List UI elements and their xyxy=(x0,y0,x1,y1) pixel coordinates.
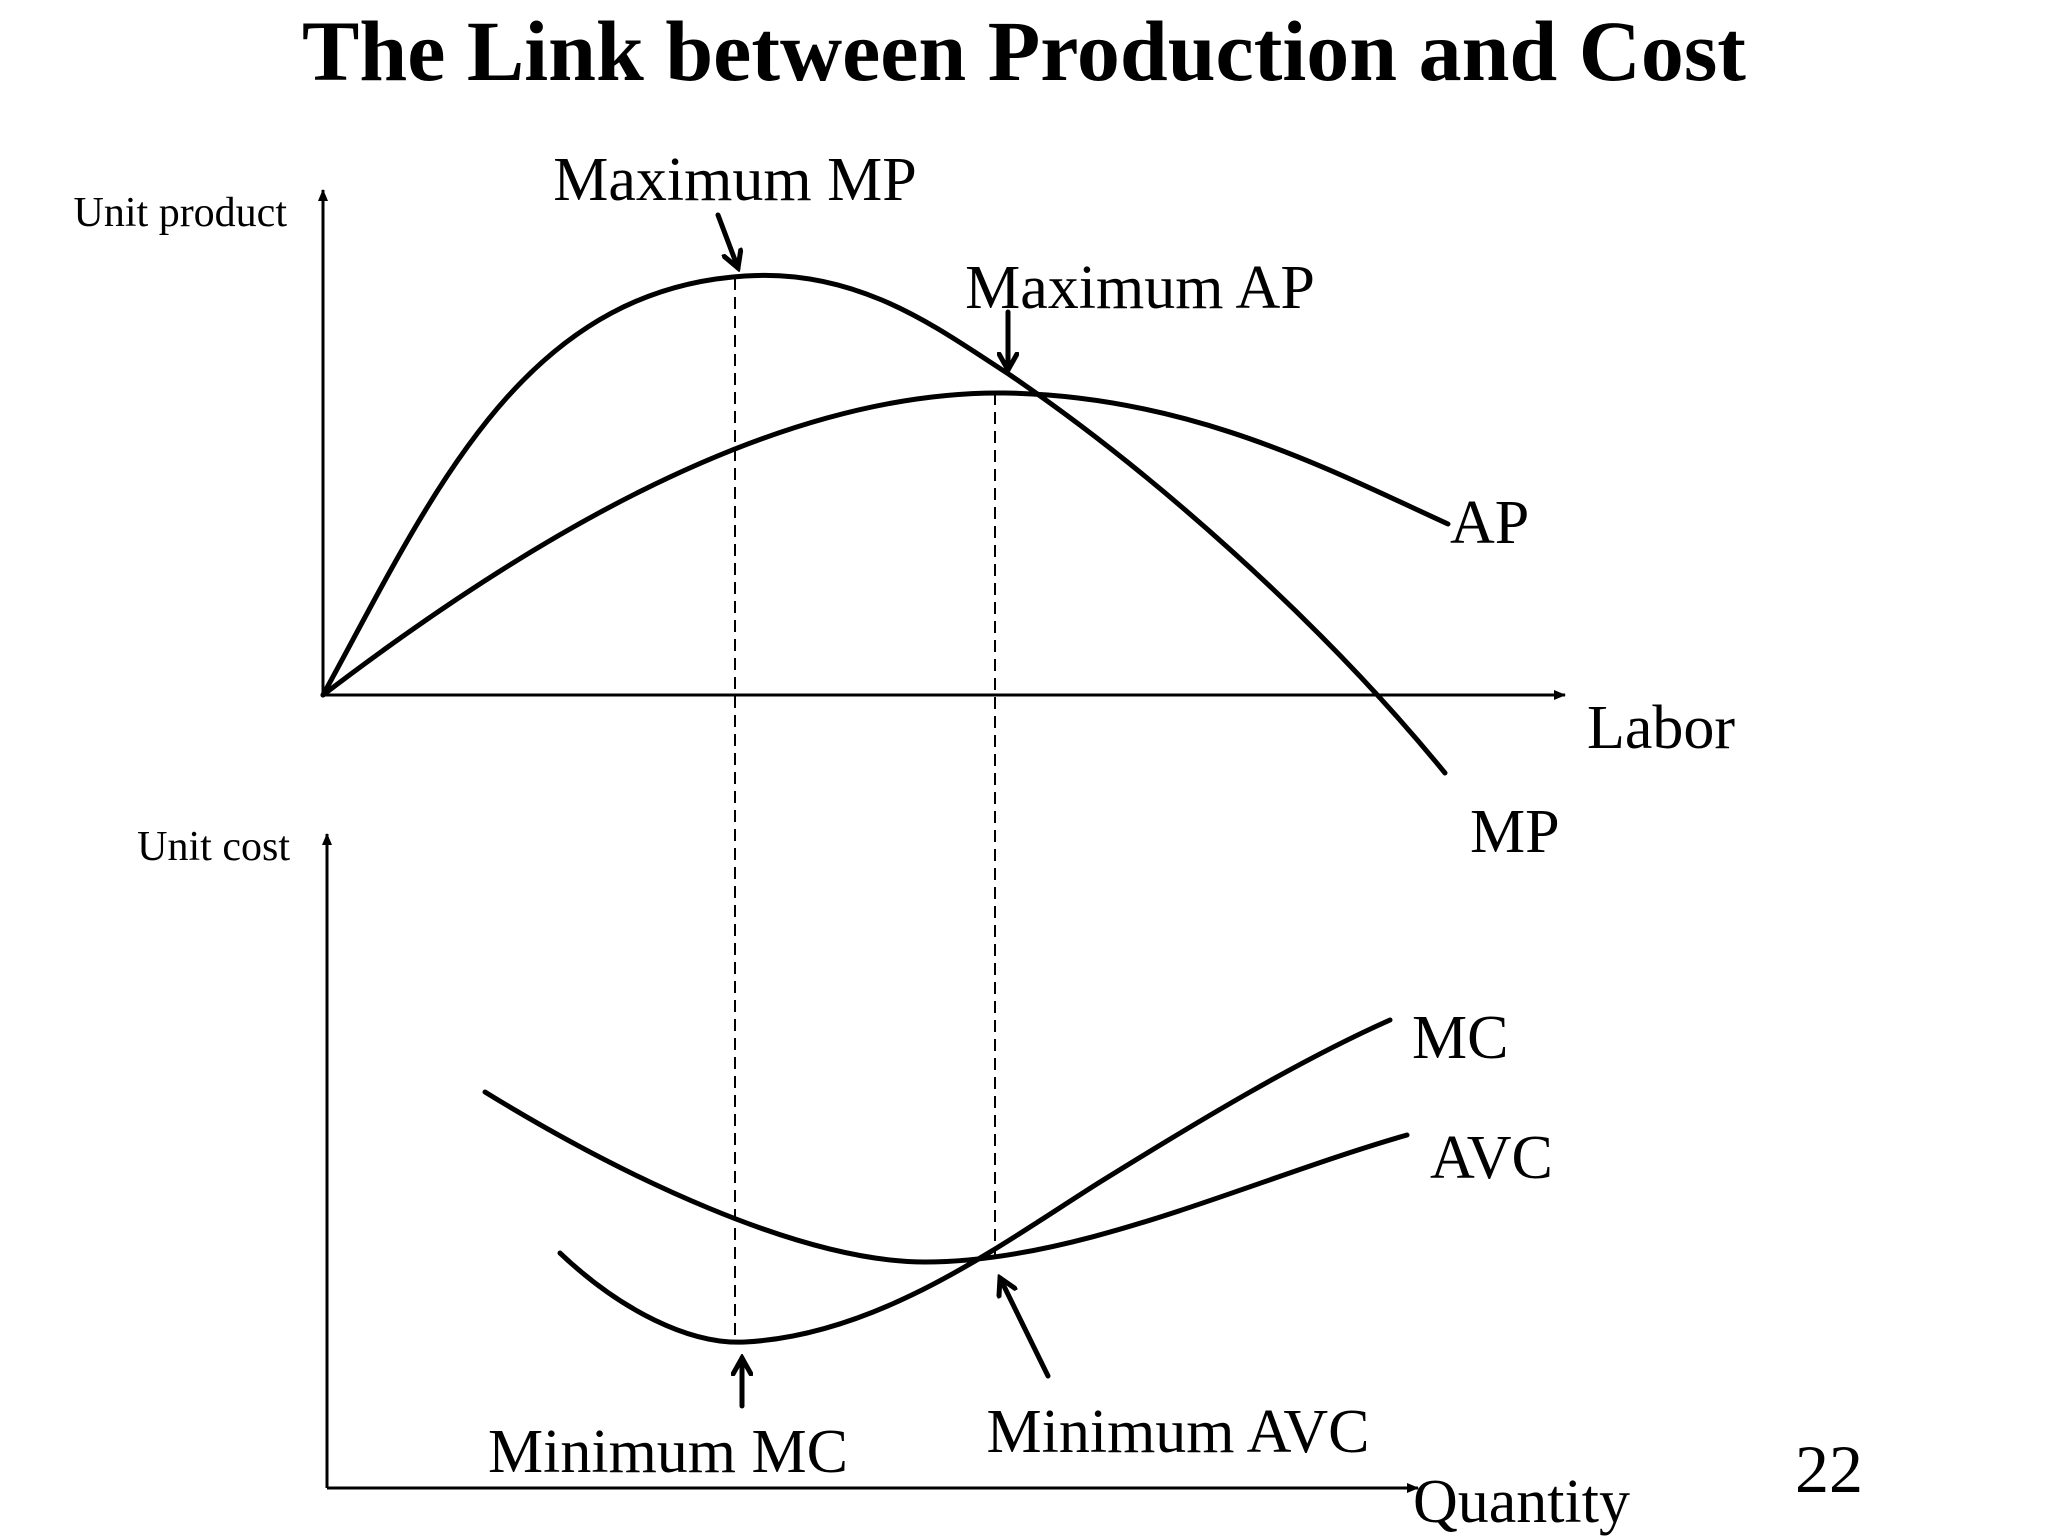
bottom-x-axis-label: Quantity xyxy=(1413,1468,1630,1536)
top-panel: Unit product Labor MP AP Maximum MP Maxi… xyxy=(74,146,1736,866)
page-number: 22 xyxy=(1795,1431,1863,1507)
slide-title: The Link between Production and Cost xyxy=(302,3,1746,99)
mp-curve-label: MP xyxy=(1470,798,1560,866)
bottom-y-axis-label: Unit cost xyxy=(137,824,290,870)
min-avc-pointer xyxy=(1000,1278,1051,1379)
max-ap-annotation: Maximum AP xyxy=(965,254,1315,322)
max-mp-annotation: Maximum MP xyxy=(553,146,916,214)
top-x-axis-label: Labor xyxy=(1587,694,1735,762)
avc-curve-label: AVC xyxy=(1430,1124,1553,1192)
min-mc-annotation: Minimum MC xyxy=(488,1418,848,1486)
top-y-axis-label: Unit product xyxy=(74,190,288,236)
mc-curve xyxy=(557,1017,1393,1345)
avc-curve xyxy=(482,1089,1410,1265)
max-mp-pointer xyxy=(715,212,738,268)
ap-curve-label: AP xyxy=(1450,489,1529,557)
ap-curve xyxy=(320,390,1451,698)
min-avc-annotation: Minimum AVC xyxy=(986,1398,1369,1466)
mc-curve-label: MC xyxy=(1412,1004,1508,1072)
mp-curve xyxy=(320,272,1448,776)
bottom-panel: Unit cost Quantity AVC MC Minimum MC Min… xyxy=(137,824,1630,1536)
